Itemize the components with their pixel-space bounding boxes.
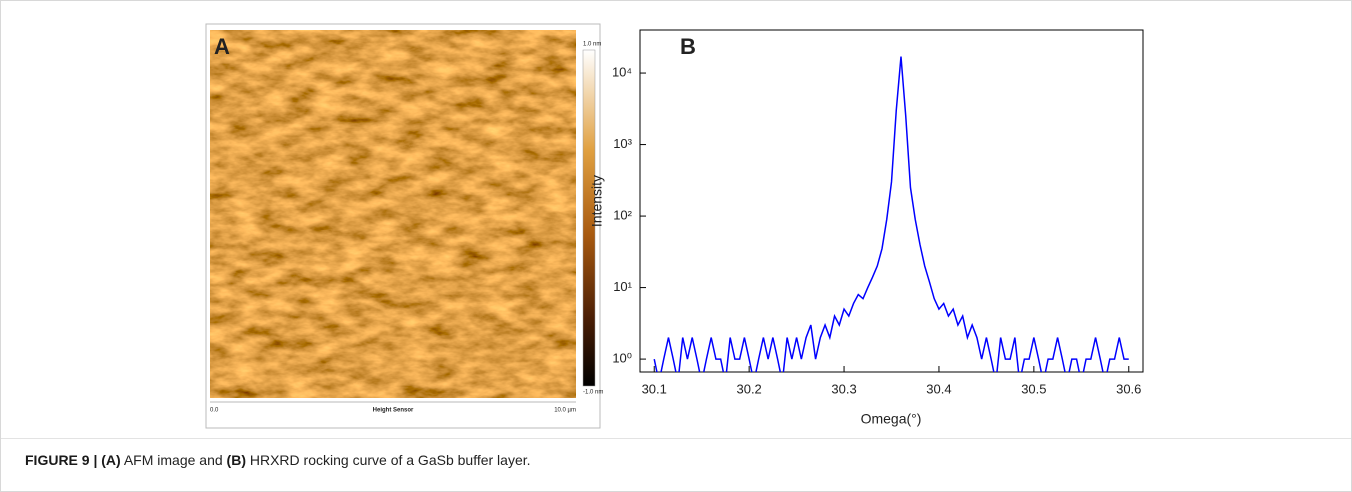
panel-label: A <box>214 34 230 59</box>
caption-text: AFM image and <box>123 452 223 468</box>
x-axis-label: Omega(°) <box>861 411 922 427</box>
x-tick-label: 30.2 <box>736 381 761 396</box>
y-tick-label: 10⁴ <box>612 64 632 79</box>
caption-figure: FIGURE 9 | <box>25 452 98 468</box>
y-tick-label: 10⁰ <box>612 351 632 366</box>
colorbar-min: -1.0 nm <box>583 390 603 396</box>
afm-image <box>210 30 576 398</box>
x-tick-label: 30.3 <box>831 381 856 396</box>
x-tick-label: 30.1 <box>642 381 667 396</box>
data-line <box>653 56 1129 372</box>
y-axis-label: Intensity <box>589 175 605 227</box>
caption-part: (A) <box>101 452 121 468</box>
x-tick-label: 30.6 <box>1116 381 1141 396</box>
plot-frame <box>639 29 1144 373</box>
x-tick-label: 30.5 <box>1021 381 1046 396</box>
colorbar <box>582 49 596 387</box>
y-tick-label: 10³ <box>613 136 632 151</box>
y-tick-label: 10² <box>613 208 632 223</box>
figure: A 1.0 nm -1.0 nm 0.0 Height Sensor 10.0 … <box>205 23 1144 429</box>
afm-x-start: 0.0 <box>210 408 219 414</box>
afm-x-end: 10.0 µm <box>554 408 576 414</box>
panel-label: B <box>680 34 696 59</box>
caption-text: HRXRD rocking curve of a GaSb buffer lay… <box>249 452 531 468</box>
afm-x-label: Height Sensor <box>373 408 414 414</box>
caption-part: (B) <box>226 452 246 468</box>
y-tick-label: 10¹ <box>613 279 632 294</box>
chart: B Omega(°) Intensity 30.1 30.2 30.3 30.4 30.… <box>589 29 1144 427</box>
colorbar-max: 1.0 nm <box>583 42 601 48</box>
divider <box>1 438 1351 439</box>
caption: FIGURE 9 | (A) AFM image and (B) HRXRD r… <box>25 452 531 468</box>
x-tick-label: 30.4 <box>926 381 951 396</box>
